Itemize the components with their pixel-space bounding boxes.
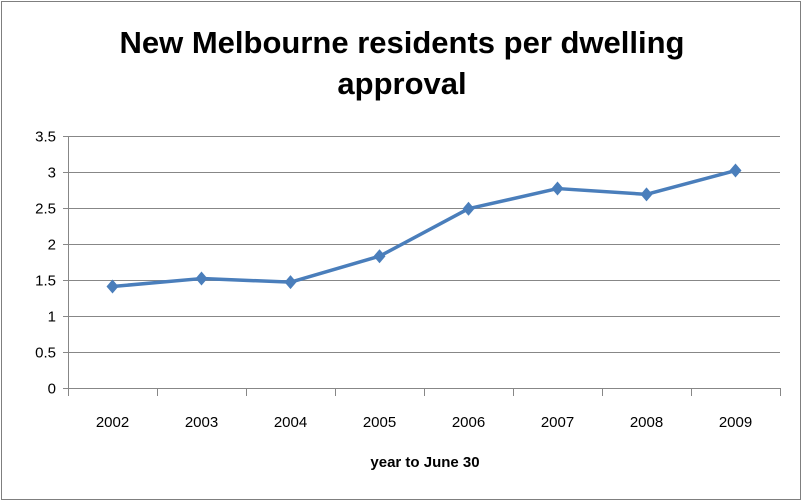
y-tick-label: 1 <box>48 309 56 326</box>
chart-title-line-2: approval <box>337 66 467 101</box>
data-point-2004 <box>284 275 297 290</box>
y-tick-label: 3 <box>48 165 56 182</box>
data-point-2002 <box>106 279 119 294</box>
x-tick-label: 2007 <box>541 414 574 431</box>
x-tick-label: 2005 <box>363 414 396 431</box>
y-tick-label: 3.5 <box>35 129 56 146</box>
data-point-2005 <box>373 249 386 264</box>
y-tick-label: 0 <box>48 381 56 398</box>
x-tick-label: 2003 <box>185 414 218 431</box>
x-tick-label: 2006 <box>452 414 485 431</box>
x-tick-label: 2009 <box>719 414 752 431</box>
y-tick-label: 2 <box>48 237 56 254</box>
x-axis-label: year to June 30 <box>370 454 480 471</box>
x-tick-label: 2002 <box>96 414 129 431</box>
y-tick-label: 0.5 <box>35 345 56 362</box>
data-point-2003 <box>195 271 208 286</box>
x-tick-label: 2004 <box>274 414 307 431</box>
chart-title: New Melbourne residents per dwelling app… <box>0 22 804 104</box>
data-point-2008 <box>640 187 653 202</box>
x-tick-label: 2008 <box>630 414 663 431</box>
data-point-2009 <box>729 163 742 178</box>
y-tick-label: 2.5 <box>35 201 56 218</box>
chart-title-line-1: New Melbourne residents per dwelling <box>119 25 685 60</box>
y-tick-label: 1.5 <box>35 273 56 290</box>
data-point-2007 <box>551 181 564 196</box>
series-line <box>112 168 736 289</box>
data-point-2006 <box>462 201 475 216</box>
